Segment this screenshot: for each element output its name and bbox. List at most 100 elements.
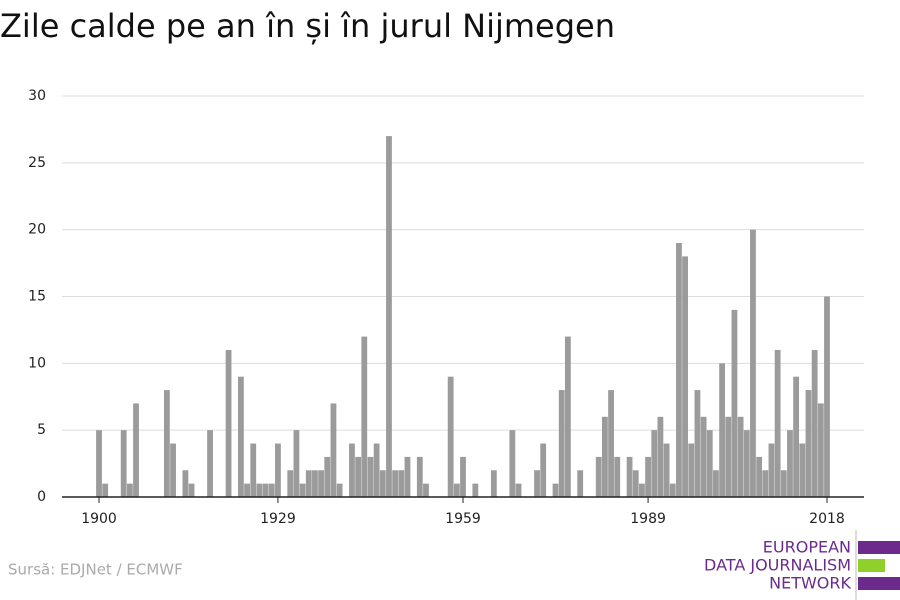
bar [805, 390, 812, 497]
y-tick-label: 25 [28, 155, 46, 171]
x-tick-label: 1989 [630, 511, 666, 527]
bar [126, 483, 133, 497]
bar [780, 470, 787, 497]
bar [651, 430, 658, 497]
bar [817, 403, 824, 497]
y-tick-label: 5 [37, 422, 46, 438]
bar [540, 443, 547, 497]
bar [564, 336, 571, 497]
y-tick-label: 10 [28, 355, 46, 371]
bar [682, 256, 688, 497]
bar [663, 443, 670, 497]
bar [336, 483, 343, 497]
bar [318, 470, 325, 497]
bar [762, 470, 769, 497]
bar [256, 483, 263, 497]
bar [460, 456, 466, 497]
bar [244, 483, 250, 497]
bar [379, 470, 386, 497]
bar [743, 430, 750, 497]
bar [700, 416, 707, 497]
bar [725, 416, 732, 497]
bar [601, 416, 608, 497]
bar [768, 443, 775, 497]
bar [305, 470, 312, 497]
bar [275, 443, 281, 497]
bar [608, 390, 614, 497]
bar [386, 136, 392, 497]
bar [799, 443, 806, 497]
bar [361, 336, 368, 497]
bar [756, 456, 763, 497]
bar [423, 483, 429, 497]
bar [750, 229, 756, 497]
logo-text: NETWORK [769, 574, 851, 593]
bar [472, 483, 479, 497]
logo-bar [858, 541, 900, 554]
bar [447, 376, 454, 497]
bar [262, 483, 269, 497]
bar [170, 443, 176, 497]
bar [250, 443, 257, 497]
bar [713, 470, 719, 497]
bar [774, 349, 781, 497]
y-tick-label: 20 [28, 222, 46, 238]
bar [509, 430, 516, 497]
bar [268, 483, 275, 497]
bar [287, 470, 294, 497]
bar [373, 443, 380, 497]
bar [688, 443, 695, 497]
bar [595, 456, 602, 497]
bar [133, 403, 139, 497]
bar [225, 349, 232, 497]
bar [120, 430, 127, 497]
bar [367, 456, 374, 497]
bar [188, 483, 195, 497]
bar [490, 470, 497, 497]
bar [676, 243, 682, 497]
bar [694, 390, 701, 497]
bar [552, 483, 559, 497]
bar [163, 390, 170, 497]
bar [737, 416, 744, 497]
bar [731, 309, 738, 497]
x-tick-label: 2018 [809, 511, 845, 527]
bar [626, 456, 633, 497]
bar [558, 390, 565, 497]
bar [293, 430, 300, 497]
y-tick-label: 15 [28, 289, 46, 305]
bar [324, 456, 331, 497]
y-tick-label: 0 [37, 489, 46, 505]
bar [404, 456, 411, 497]
bar [102, 483, 109, 497]
bar [632, 470, 639, 497]
bar [824, 296, 830, 497]
bar [577, 470, 584, 497]
bar [515, 483, 522, 497]
bar [614, 456, 621, 497]
y-tick-label: 30 [28, 88, 46, 104]
bar [238, 376, 244, 497]
bar [645, 456, 651, 497]
bar [706, 430, 713, 497]
logo-bar [858, 559, 885, 572]
bar [398, 470, 405, 497]
bar [312, 470, 318, 497]
bar [349, 443, 355, 497]
bar [787, 430, 793, 497]
bar [182, 470, 189, 497]
source: Sursă: EDJNet / ECMWF [8, 561, 183, 579]
bar [416, 456, 423, 497]
bar [96, 430, 102, 497]
chart-title: Zile calde pe an în și în jurul Nijmegen [0, 7, 615, 45]
bar [330, 403, 337, 497]
logo-text: EUROPEAN [763, 538, 851, 557]
bar [639, 483, 645, 497]
bar [793, 376, 800, 497]
x-tick-label: 1900 [81, 511, 117, 527]
bar [355, 456, 362, 497]
bar [453, 483, 460, 497]
bar [811, 349, 818, 497]
bar [299, 483, 306, 497]
